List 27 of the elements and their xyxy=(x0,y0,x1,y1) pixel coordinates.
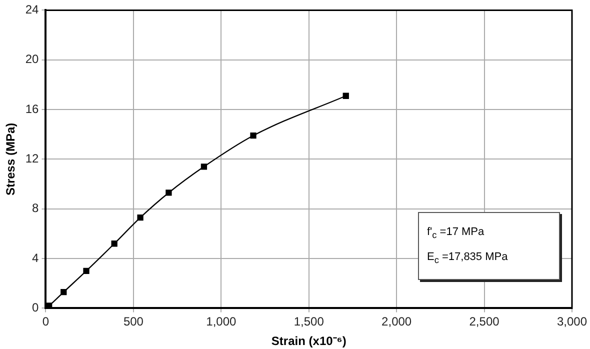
point xyxy=(250,132,256,139)
point xyxy=(166,190,172,196)
x-tick-label: 3,000 xyxy=(556,314,588,329)
x-tick-label: 0 xyxy=(42,314,50,329)
point xyxy=(137,214,144,221)
x-tick-label: 500 xyxy=(123,314,144,329)
note-box: f'$_{c}$ =17 MPa E$_{c}$ =17,835 MPa xyxy=(418,212,560,280)
x-tick-label: 1,000 xyxy=(206,314,236,329)
y-tick-label: 16 xyxy=(25,102,40,116)
point xyxy=(60,288,67,296)
y-tick-label: 0 xyxy=(32,300,40,315)
point xyxy=(83,268,90,274)
x-tick-label: 1,500 xyxy=(294,314,324,329)
x-tick-label: 2,000 xyxy=(382,314,412,329)
y-tick-label: 12 xyxy=(25,152,40,166)
y-tick-label: 20 xyxy=(25,52,40,66)
x-axis-title: Strain (x10⁻⁶) xyxy=(271,334,346,348)
point xyxy=(111,240,118,247)
point xyxy=(200,164,208,170)
y-tick-label: 4 xyxy=(32,250,40,265)
y-tick-label: 24 xyxy=(25,2,40,17)
annotation: f'$_{c}$ =17 MPa xyxy=(427,225,486,242)
point xyxy=(342,92,349,99)
x-tick-label: 2,500 xyxy=(469,314,500,329)
y-tick-label: 8 xyxy=(32,201,40,216)
annotation: E$_{c}$ =17,835 MPa xyxy=(427,250,509,268)
y-axis-title: Stress (MPa) xyxy=(4,122,18,196)
